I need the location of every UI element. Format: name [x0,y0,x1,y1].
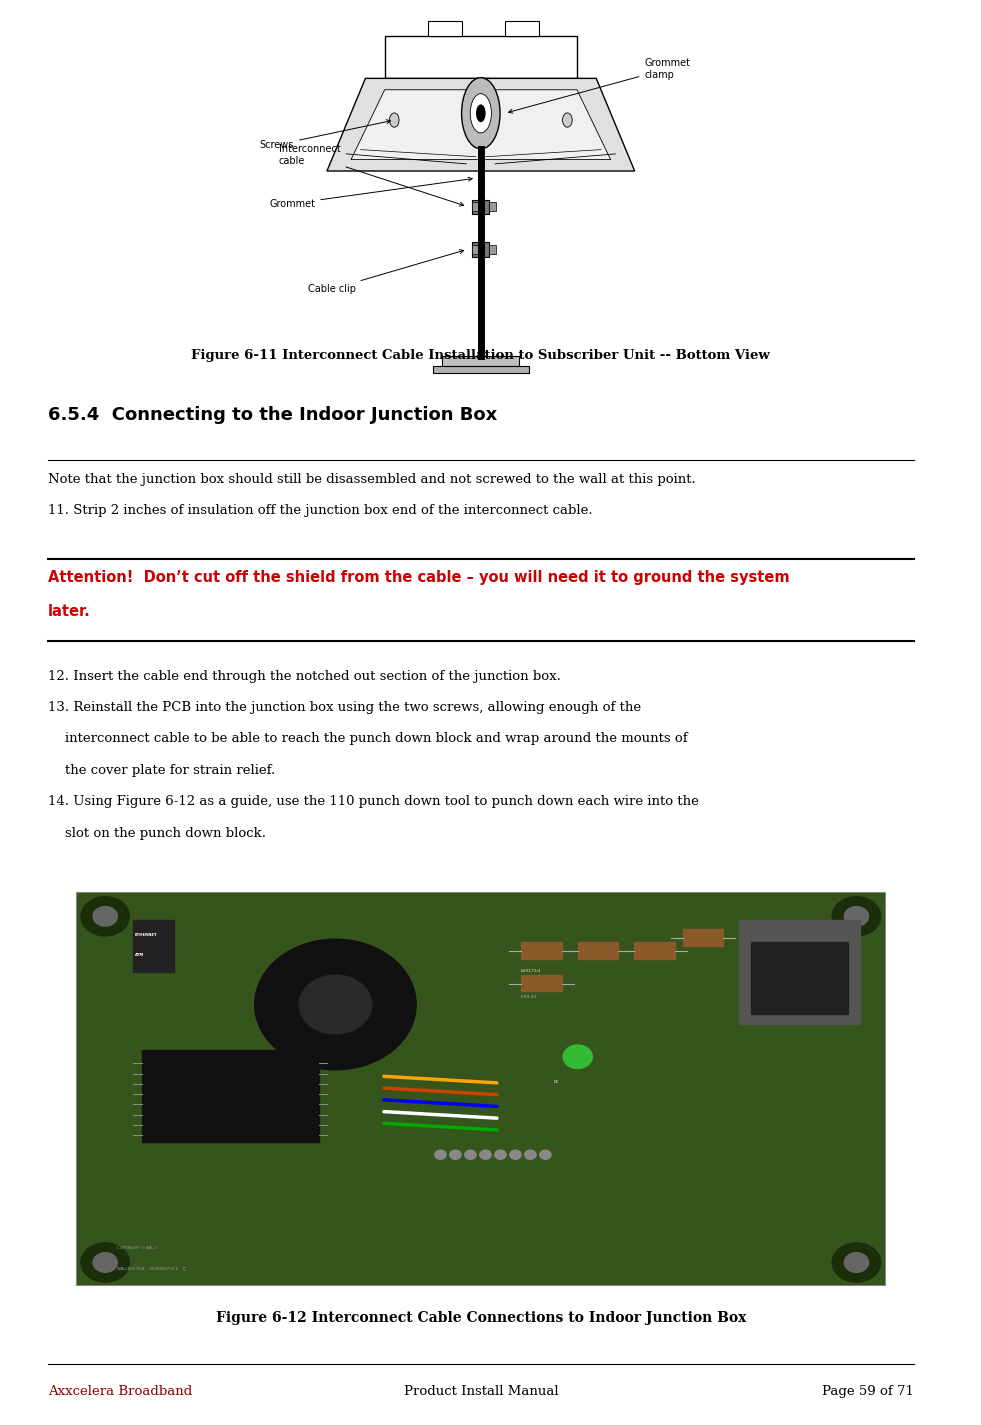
Text: Interconnect
cable: Interconnect cable [279,144,464,207]
Ellipse shape [389,113,399,127]
Bar [472,242,490,256]
Bar [428,21,462,36]
Polygon shape [327,78,635,171]
Bar [472,200,490,214]
Text: Axxcelera Broadband: Axxcelera Broadband [48,1385,192,1398]
Text: Figure 6-12 Interconnect Cable Connections to Indoor Junction Box: Figure 6-12 Interconnect Cable Connectio… [216,1311,746,1325]
Text: Figure 6-11 Interconnect Cable Installation to Subscriber Unit -- Bottom View: Figure 6-11 Interconnect Cable Installat… [191,349,770,362]
Polygon shape [351,90,610,160]
Bar [490,245,496,254]
Text: Note that the junction box should still be disassembled and not screwed to the w: Note that the junction box should still … [48,473,696,486]
Ellipse shape [476,104,486,123]
Text: 11. Strip 2 inches of insulation off the junction box end of the interconnect ca: 11. Strip 2 inches of insulation off the… [48,504,593,517]
Text: Product Install Manual: Product Install Manual [403,1385,558,1398]
Ellipse shape [462,77,500,150]
Text: interconnect cable to be able to reach the punch down block and wrap around the : interconnect cable to be able to reach t… [48,732,688,745]
Bar [442,356,519,366]
Text: slot on the punch down block.: slot on the punch down block. [48,826,266,839]
Text: Attention!  Don’t cut off the shield from the cable – you will need it to ground: Attention! Don’t cut off the shield from… [48,570,790,586]
Bar [77,893,885,1285]
Text: Grommet
clamp: Grommet clamp [508,58,691,113]
Text: 14. Using Figure 6-12 as a guide, use the 110 punch down tool to punch down each: 14. Using Figure 6-12 as a guide, use th… [48,795,698,808]
Text: Grommet: Grommet [269,177,472,208]
Text: the cover plate for strain relief.: the cover plate for strain relief. [48,764,276,777]
Text: 13. Reinstall the PCB into the junction box using the two screws, allowing enoug: 13. Reinstall the PCB into the junction … [48,701,642,714]
Bar [385,36,577,78]
Text: Screws: Screws [260,120,390,150]
Ellipse shape [470,94,491,133]
Text: 12. Insert the cable end through the notched out section of the junction box.: 12. Insert the cable end through the not… [48,670,561,683]
Text: Page 59 of 71: Page 59 of 71 [822,1385,913,1398]
Bar [433,366,529,373]
Text: 6.5.4  Connecting to the Indoor Junction Box: 6.5.4 Connecting to the Indoor Junction … [48,406,497,425]
Bar [505,21,539,36]
Text: Cable clip: Cable clip [308,249,464,294]
Bar [490,202,496,211]
Bar [472,202,479,211]
Ellipse shape [562,113,572,127]
Text: later.: later. [48,604,91,620]
Bar [472,245,479,254]
